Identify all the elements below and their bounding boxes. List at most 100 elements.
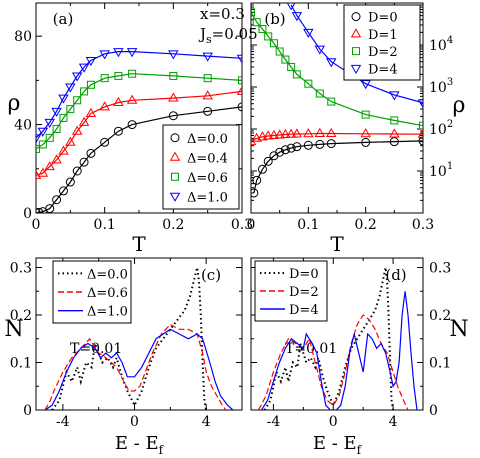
series-line	[290, 4, 423, 104]
legend-label: Δ=1.0	[87, 305, 128, 320]
x-tick-label: 0	[247, 217, 256, 233]
y-tick-label: 104	[429, 35, 453, 54]
data-point	[85, 107, 97, 118]
y-tick-label: 0.2	[429, 308, 451, 324]
data-point	[52, 125, 61, 133]
plot-frame	[35, 257, 243, 411]
data-point	[418, 136, 423, 146]
data-point	[36, 144, 40, 153]
x-axis-label: E - Ef	[115, 433, 165, 457]
y-axis-label: N	[4, 317, 23, 342]
legend: Δ=0.0 Δ=0.4 Δ=0.6 Δ=1.0	[162, 124, 240, 210]
plot-area	[36, 48, 242, 213]
data-point	[291, 128, 303, 138]
data-point	[303, 28, 314, 38]
data-point	[86, 80, 95, 89]
y-tick-label-base: 10	[429, 80, 447, 96]
data-point	[251, 188, 259, 198]
x-axis-label: E - Ef	[313, 433, 363, 457]
y-tick-label: 102	[429, 119, 453, 138]
data-point	[79, 157, 89, 167]
x-axis-label: T	[330, 232, 344, 256]
legend-label: D=1	[368, 28, 398, 43]
plot-area	[251, 3, 423, 198]
legend-box	[52, 260, 132, 324]
data-point	[361, 110, 370, 119]
y-axis-label: ρ	[8, 91, 21, 116]
legend-label: Δ=0.6	[187, 171, 228, 186]
data-point	[168, 92, 179, 102]
data-point	[126, 48, 138, 58]
data-point	[315, 139, 325, 149]
data-point	[389, 91, 400, 101]
data-point	[78, 63, 90, 73]
data-point	[37, 127, 49, 137]
legend-marker	[350, 64, 362, 74]
data-point	[291, 12, 303, 22]
panel-label: (a)	[53, 10, 74, 28]
y-tick-label-exponent: 3	[447, 77, 453, 88]
annotation-js-value: =0.05	[212, 25, 258, 43]
y-axis-label: N	[449, 317, 468, 342]
data-point	[292, 142, 302, 152]
y-tick-label: 0.3	[10, 261, 32, 277]
data-point	[58, 186, 68, 196]
data-point	[203, 74, 212, 83]
legend-marker	[169, 151, 181, 161]
data-point	[258, 25, 267, 34]
data-point	[51, 154, 62, 164]
data-point	[263, 156, 273, 166]
data-point	[327, 97, 336, 106]
data-point	[38, 140, 47, 149]
y-tick-label-exponent: 2	[447, 119, 453, 130]
data-point	[314, 45, 326, 55]
panel-c: -4 0 400.10.20.3E - EfN(c)T=0.01Δ=0.0Δ=0.6…	[4, 257, 243, 457]
y-tick-label: 40	[14, 118, 32, 134]
legend-label: D=4	[368, 62, 398, 77]
legend-label: D=2	[289, 285, 319, 300]
data-point	[238, 76, 242, 85]
series-line	[257, 314, 409, 410]
data-point	[100, 137, 110, 147]
data-point	[390, 116, 399, 125]
data-point	[36, 169, 42, 179]
annotation-js: Js=0.05	[198, 25, 258, 46]
data-point	[252, 18, 261, 27]
y-tick-label: 0.2	[10, 308, 32, 324]
series-line	[44, 323, 227, 410]
data-point	[37, 167, 49, 177]
data-point	[36, 207, 44, 213]
data-point	[65, 177, 75, 187]
series-line	[260, 291, 418, 410]
legend-label: D=0	[368, 11, 398, 26]
x-tick-label: 0.1	[94, 217, 116, 233]
legend-marker	[350, 28, 362, 38]
data-point	[281, 55, 290, 64]
legend-box	[162, 124, 240, 210]
data-point	[71, 125, 83, 135]
data-point	[44, 118, 55, 128]
data-point	[275, 147, 285, 157]
data-point	[113, 96, 124, 106]
legend-marker	[351, 12, 361, 22]
legend: Δ=0.0 Δ=0.6 Δ=1.0	[52, 260, 132, 324]
y-tick-label: 0.3	[429, 261, 451, 277]
annotation-temperature: T=0.01	[285, 341, 337, 357]
series-line	[263, 267, 395, 410]
y-tick-label: 103	[429, 77, 453, 96]
data-point	[419, 121, 423, 130]
data-point	[58, 145, 69, 155]
x-tick-label: 0	[130, 414, 139, 430]
annotation-js-main: J	[198, 25, 206, 43]
data-point	[114, 71, 123, 80]
data-point	[257, 164, 267, 174]
data-point	[72, 166, 82, 176]
data-point	[85, 56, 97, 67]
x-axis-label-sub: f	[357, 443, 363, 457]
legend-label: D=2	[368, 45, 398, 60]
data-point	[326, 127, 337, 138]
data-point	[257, 131, 268, 141]
data-point	[236, 54, 242, 64]
data-point	[99, 101, 110, 111]
